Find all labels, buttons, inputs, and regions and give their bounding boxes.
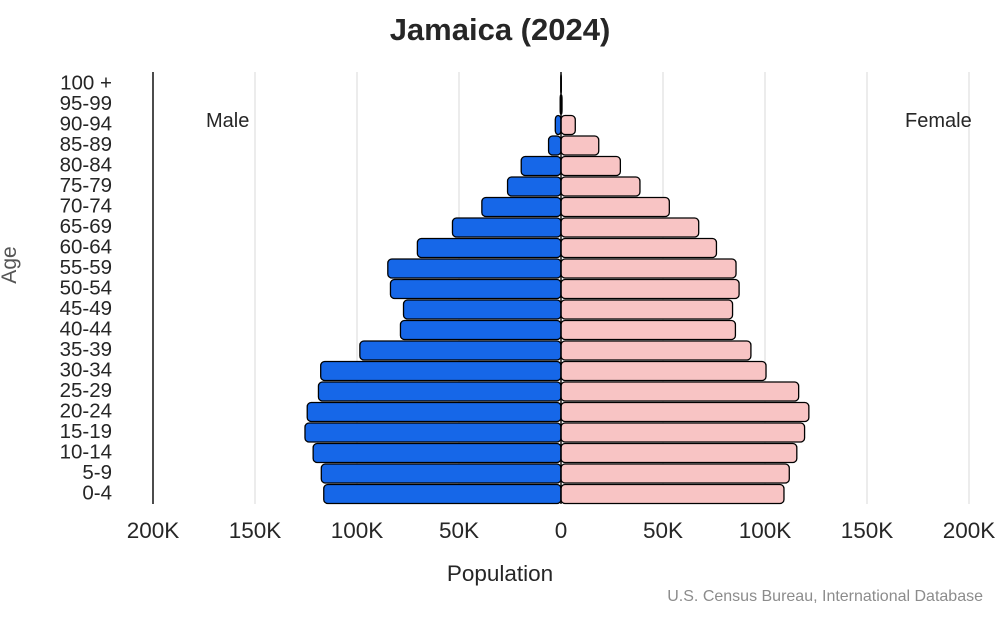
svg-text:200K: 200K	[943, 518, 996, 543]
svg-text:150K: 150K	[841, 518, 894, 543]
svg-text:100K: 100K	[331, 518, 384, 543]
svg-text:100K: 100K	[739, 518, 792, 543]
svg-text:50K: 50K	[439, 518, 479, 543]
svg-text:200K: 200K	[127, 518, 180, 543]
svg-text:0: 0	[555, 518, 568, 543]
svg-text:50K: 50K	[643, 518, 683, 543]
svg-text:150K: 150K	[229, 518, 282, 543]
svg-text:0-4: 0-4	[82, 482, 112, 505]
